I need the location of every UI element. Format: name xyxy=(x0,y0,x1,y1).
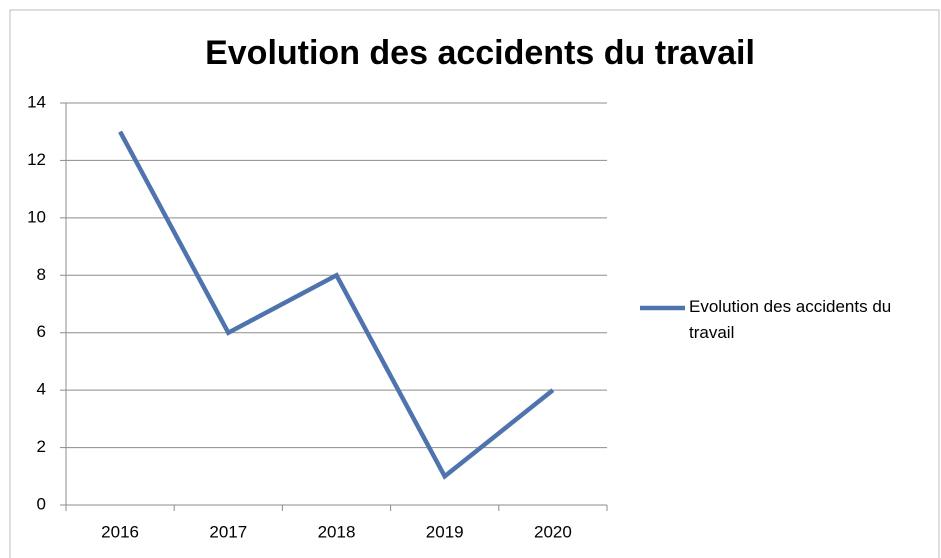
x-tick-label: 2016 xyxy=(101,522,139,541)
x-tick-label: 2017 xyxy=(209,522,247,541)
x-tick-label: 2018 xyxy=(318,522,356,541)
y-tick-label: 8 xyxy=(37,265,46,284)
y-tick-label: 2 xyxy=(37,437,46,456)
y-tick-label: 4 xyxy=(37,380,46,399)
y-tick-label: 10 xyxy=(27,207,46,226)
y-tick-label: 0 xyxy=(37,494,46,513)
y-tick-label: 12 xyxy=(27,150,46,169)
y-tick-label: 6 xyxy=(37,322,46,341)
x-tick-label: 2020 xyxy=(534,522,572,541)
legend-label: Evolution des accidents du travail xyxy=(689,297,892,342)
data-line xyxy=(118,130,555,480)
y-tick-label: 14 xyxy=(27,92,46,111)
chart-title: Evolution des accidents du travail xyxy=(205,34,755,72)
x-tick-label: 2019 xyxy=(426,522,464,541)
chart-frame xyxy=(9,9,940,558)
legend-entry: Evolution des accidents du travail xyxy=(689,297,892,342)
